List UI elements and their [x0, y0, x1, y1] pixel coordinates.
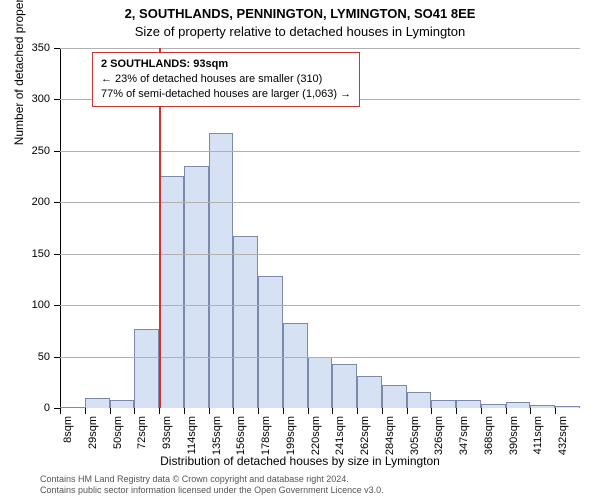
histogram-bar — [431, 400, 456, 408]
x-tick — [134, 408, 135, 414]
x-tick — [407, 408, 408, 414]
grid-line — [60, 48, 580, 49]
histogram-bar — [134, 329, 159, 408]
x-tick-label: 93sqm — [161, 416, 173, 449]
histogram-bar — [481, 404, 506, 408]
x-tick — [60, 408, 61, 414]
x-tick — [233, 408, 234, 414]
histogram-bar — [85, 398, 110, 408]
y-tick-label: 50 — [38, 351, 60, 363]
histogram-bar — [357, 376, 382, 408]
x-tick-label: 368sqm — [483, 416, 495, 455]
chart-title-sub: Size of property relative to detached ho… — [0, 24, 600, 39]
histogram-bar — [407, 392, 432, 408]
grid-line — [60, 305, 580, 306]
histogram-bar — [506, 402, 531, 408]
x-tick-label: 262sqm — [359, 416, 371, 455]
y-tick-label: 300 — [32, 93, 60, 105]
y-tick-label: 150 — [32, 248, 60, 260]
histogram-bar — [382, 385, 407, 408]
histogram-bar — [308, 357, 333, 408]
x-tick — [110, 408, 111, 414]
x-tick — [555, 408, 556, 414]
x-tick — [382, 408, 383, 414]
x-tick-label: 347sqm — [458, 416, 470, 455]
y-tick-label: 100 — [32, 299, 60, 311]
y-tick-label: 250 — [32, 145, 60, 157]
footer-text: Contains HM Land Registry data © Crown c… — [40, 474, 384, 496]
annotation-line1: 2 SOUTHLANDS: 93sqm — [101, 57, 351, 72]
x-tick — [184, 408, 185, 414]
histogram-bar — [555, 406, 580, 408]
histogram-bar — [233, 236, 258, 408]
x-tick-label: 241sqm — [334, 416, 346, 455]
y-tick-label: 350 — [32, 42, 60, 54]
x-tick-label: 199sqm — [285, 416, 297, 455]
x-tick-label: 29sqm — [87, 416, 99, 449]
grid-line — [60, 151, 580, 152]
histogram-bar — [456, 400, 481, 408]
x-tick — [530, 408, 531, 414]
x-tick-label: 220sqm — [310, 416, 322, 455]
x-tick-label: 284sqm — [384, 416, 396, 455]
chart-title-main: 2, SOUTHLANDS, PENNINGTON, LYMINGTON, SO… — [0, 6, 600, 21]
annotation-line3: 77% of semi-detached houses are larger (… — [101, 87, 351, 102]
grid-line — [60, 254, 580, 255]
x-tick-label: 390sqm — [508, 416, 520, 455]
x-tick-label: 72sqm — [136, 416, 148, 449]
x-tick-label: 305sqm — [409, 416, 421, 455]
annotation-line2: ← 23% of detached houses are smaller (31… — [101, 72, 351, 87]
y-tick-label: 200 — [32, 196, 60, 208]
x-tick — [332, 408, 333, 414]
histogram-bar — [332, 364, 357, 408]
x-tick-label: 50sqm — [112, 416, 124, 449]
x-tick — [283, 408, 284, 414]
histogram-bar — [209, 133, 234, 408]
x-tick-label: 432sqm — [557, 416, 569, 455]
grid-line — [60, 202, 580, 203]
y-axis-label: Number of detached properties — [12, 0, 26, 145]
annotation-box: 2 SOUTHLANDS: 93sqm ← 23% of detached ho… — [92, 52, 360, 107]
x-tick — [85, 408, 86, 414]
x-tick — [209, 408, 210, 414]
histogram-bar — [530, 405, 555, 408]
x-tick-label: 114sqm — [186, 416, 198, 454]
x-tick — [258, 408, 259, 414]
x-tick — [431, 408, 432, 414]
y-tick-label: 0 — [44, 402, 60, 414]
x-tick-label: 326sqm — [433, 416, 445, 455]
histogram-chart: 2, SOUTHLANDS, PENNINGTON, LYMINGTON, SO… — [0, 0, 600, 500]
footer-line2: Contains public sector information licen… — [40, 485, 384, 496]
x-tick — [506, 408, 507, 414]
x-tick — [481, 408, 482, 414]
x-tick-label: 178sqm — [260, 416, 272, 455]
grid-line — [60, 357, 580, 358]
x-tick-label: 135sqm — [211, 416, 223, 455]
x-tick-label: 156sqm — [235, 416, 247, 455]
x-tick-label: 411sqm — [532, 416, 544, 454]
x-axis-label: Distribution of detached houses by size … — [0, 454, 600, 468]
x-tick — [159, 408, 160, 414]
x-tick-label: 8sqm — [62, 416, 74, 443]
histogram-bar — [110, 400, 135, 408]
x-tick — [308, 408, 309, 414]
histogram-bar — [60, 407, 85, 408]
footer-line1: Contains HM Land Registry data © Crown c… — [40, 474, 384, 485]
histogram-bar — [283, 323, 308, 408]
histogram-bar — [159, 176, 184, 408]
histogram-bar — [258, 276, 283, 408]
x-tick — [357, 408, 358, 414]
x-tick — [456, 408, 457, 414]
